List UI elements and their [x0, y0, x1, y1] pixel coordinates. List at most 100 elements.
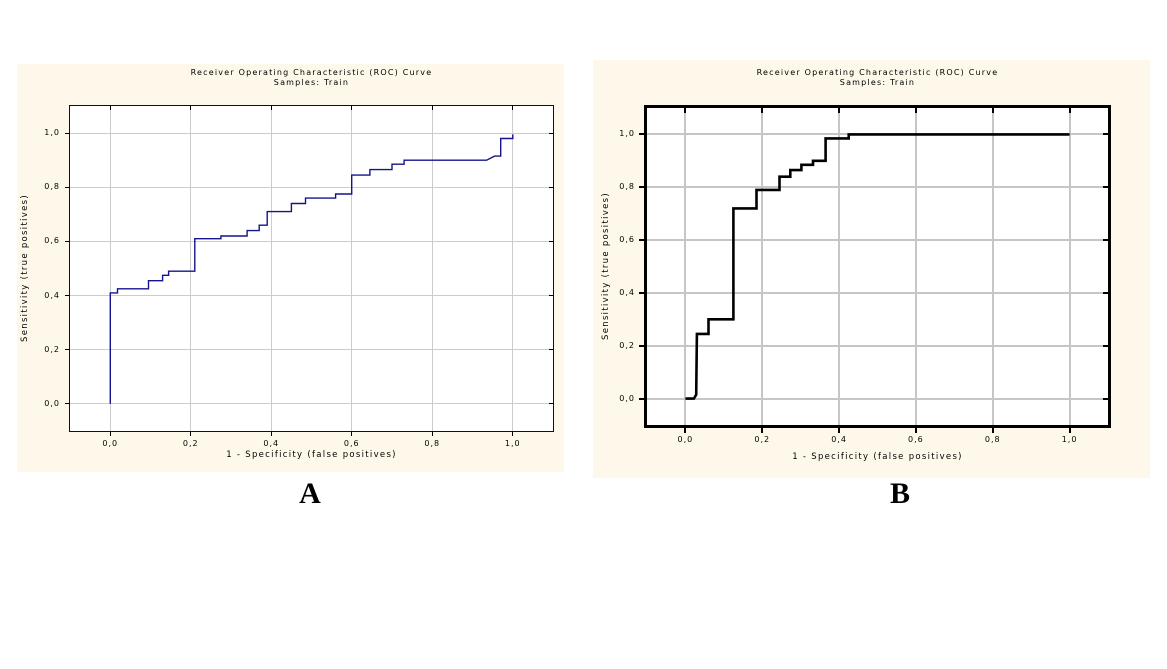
plot-area [69, 105, 554, 432]
right-tickmark [1103, 344, 1108, 347]
right-tickmark [549, 240, 553, 242]
x-tick-label: 0,8 [424, 439, 441, 448]
top-tickmark [1068, 108, 1071, 113]
roc-curve [685, 133, 1070, 400]
plot-area [644, 105, 1111, 428]
y-axis-label: Sensitivity (true positives) [20, 194, 30, 342]
horizontal-gridline [647, 397, 1108, 400]
y-tick-label: 0,8 [619, 182, 635, 192]
top-tickmark [190, 106, 192, 110]
horizontal-gridline [70, 403, 553, 405]
chart-subtitle: Samples: Train [273, 78, 350, 87]
chart-title: Receiver Operating Characteristic (ROC) … [756, 68, 999, 77]
y-tick-label: 0,4 [44, 290, 60, 300]
horizontal-gridline [647, 344, 1108, 347]
vertical-gridline [270, 106, 272, 431]
top-tickmark [270, 106, 272, 110]
top-tickmark [351, 106, 353, 110]
y-tick-label: 0,4 [619, 287, 635, 297]
right-tickmark [1103, 133, 1108, 136]
top-tickmark [838, 108, 841, 113]
y-tick-label: 0,2 [619, 340, 635, 350]
left-tickmark [639, 239, 644, 242]
left-tickmark [65, 186, 69, 188]
left-tickmark [639, 397, 644, 400]
y-tick-label: 0,0 [44, 398, 60, 408]
top-tickmark [761, 108, 764, 113]
top-tickmark [109, 106, 111, 110]
right-tickmark [549, 132, 553, 134]
y-tick-label: 0,6 [44, 236, 60, 246]
left-tickmark [639, 344, 644, 347]
x-tick-label: 0,2 [182, 439, 199, 448]
x-axis-label: 1 - Specificity (false positives) [226, 450, 397, 460]
x-tick-label: 0,8 [984, 435, 1001, 444]
roc-chart-panel-a: Receiver Operating Characteristic (ROC) … [17, 64, 564, 472]
right-tickmark [549, 295, 553, 297]
bottom-tickmark [351, 432, 353, 436]
bottom-tickmark [914, 428, 917, 433]
right-tickmark [1103, 397, 1108, 400]
right-tickmark [1103, 186, 1108, 189]
panel-label-b: B [889, 477, 910, 510]
bottom-tickmark [512, 432, 514, 436]
roc-chart-panel-b: Receiver Operating Characteristic (ROC) … [593, 60, 1150, 478]
vertical-gridline [351, 106, 353, 431]
x-tick-label: 1,0 [504, 439, 521, 448]
x-axis-label: 1 - Specificity (false positives) [792, 452, 963, 462]
right-tickmark [1103, 239, 1108, 242]
horizontal-gridline [70, 132, 553, 134]
right-tickmark [549, 349, 553, 351]
bottom-tickmark [684, 428, 687, 433]
top-tickmark [512, 106, 514, 110]
left-tickmark [639, 133, 644, 136]
horizontal-gridline [70, 240, 553, 242]
vertical-gridline [761, 108, 764, 425]
vertical-gridline [1068, 108, 1071, 425]
horizontal-gridline [647, 291, 1108, 294]
horizontal-gridline [647, 186, 1108, 189]
top-tickmark [684, 108, 687, 113]
right-tickmark [549, 186, 553, 188]
y-tick-label: 0,6 [619, 235, 635, 245]
x-tick-label: 0,0 [102, 439, 119, 448]
vertical-gridline [512, 106, 514, 431]
x-tick-label: 1,0 [1061, 435, 1078, 444]
left-tickmark [639, 186, 644, 189]
bottom-tickmark [761, 428, 764, 433]
bottom-tickmark [991, 428, 994, 433]
x-tick-label: 0,6 [343, 439, 360, 448]
y-tick-label: 0,2 [44, 344, 60, 354]
x-tick-label: 0,4 [263, 439, 280, 448]
horizontal-gridline [70, 349, 553, 351]
x-tick-label: 0,4 [831, 435, 847, 444]
x-tick-label: 0,2 [754, 435, 771, 444]
vertical-gridline [838, 108, 841, 425]
x-tick-label: 0,6 [908, 435, 924, 444]
left-tickmark [65, 132, 69, 134]
left-tickmark [65, 240, 69, 242]
bottom-tickmark [109, 432, 111, 436]
bottom-tickmark [431, 432, 433, 436]
horizontal-gridline [70, 295, 553, 297]
right-tickmark [1103, 291, 1108, 294]
y-tick-label: 1,0 [619, 129, 635, 139]
top-tickmark [431, 106, 433, 110]
right-tickmark [549, 403, 553, 405]
left-tickmark [65, 349, 69, 351]
bottom-tickmark [270, 432, 272, 436]
bottom-tickmark [190, 432, 192, 436]
y-tick-label: 0,0 [619, 393, 635, 403]
vertical-gridline [914, 108, 917, 425]
panel-label-a: A [299, 477, 321, 510]
left-tickmark [65, 295, 69, 297]
y-axis-label: Sensitivity (true positives) [601, 192, 611, 340]
vertical-gridline [991, 108, 994, 425]
y-tick-label: 0,8 [44, 182, 60, 192]
vertical-gridline [190, 106, 192, 431]
vertical-gridline [684, 108, 687, 425]
x-tick-label: 0,0 [677, 435, 694, 444]
vertical-gridline [109, 106, 111, 431]
y-tick-label: 1,0 [44, 128, 60, 138]
